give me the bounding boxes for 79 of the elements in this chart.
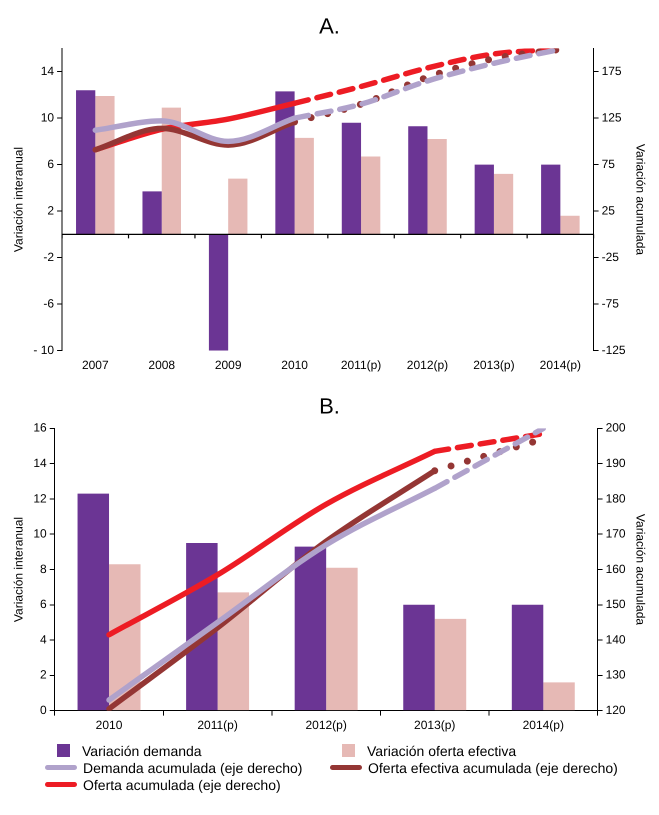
bar (228, 178, 248, 234)
legend-label: Oferta efectiva acumulada (eje derecho) (368, 760, 618, 776)
y2-tick-label: 180 (606, 491, 626, 506)
x-tick-label: 2007 (82, 358, 109, 372)
x-tick-label: 2012(p) (406, 358, 448, 372)
y2-tick-label: 150 (606, 597, 626, 612)
bar (95, 96, 115, 234)
x-tick-label: 2010 (281, 358, 308, 372)
legend-label: Demanda acumulada (eje derecho) (83, 760, 302, 776)
y2-tick-label: 160 (606, 562, 626, 576)
y2-tick-label: -75 (602, 296, 620, 310)
bar (543, 682, 575, 710)
x-tick-label: 2009 (214, 358, 242, 372)
bar (162, 108, 181, 234)
bar (361, 156, 380, 234)
y2-tick-label: 130 (606, 668, 626, 682)
y-tick-label: 4 (40, 632, 48, 646)
y2-tick-label: -25 (602, 250, 620, 264)
y2-tick-label: 200 (606, 420, 626, 435)
bar (142, 191, 162, 234)
bar (408, 126, 428, 234)
y2-tick-label: 140 (606, 632, 626, 646)
bar (403, 604, 435, 710)
legend-label: Variación demanda (82, 742, 202, 758)
x-tick-label: 2012(p) (305, 718, 347, 732)
y-tick-label: 14 (33, 456, 48, 470)
y-tick-label: 2 (47, 203, 54, 218)
bar (541, 164, 560, 234)
x-tick-label: 2010 (96, 718, 123, 732)
y2-tick-label: 125 (602, 110, 622, 124)
y-tick-label: 8 (40, 562, 48, 576)
x-tick-label: 2013(p) (473, 358, 515, 372)
y-tick-label: 6 (40, 597, 48, 612)
bar (294, 546, 326, 710)
y-tick-label: 10 (33, 526, 48, 541)
x-tick-label: 2014(p) (522, 718, 564, 732)
bar (208, 234, 228, 351)
bar (474, 164, 494, 234)
x-tick-label: 2013(p) (414, 718, 456, 732)
y2-tick-label: 175 (602, 64, 622, 78)
bar (342, 122, 362, 234)
y-tick-label: 16 (33, 420, 48, 435)
y-axis-title: Variación interanual (12, 146, 26, 252)
bar (218, 592, 250, 710)
y-axis-title: Variación interanual (12, 516, 26, 622)
legend-label: Oferta acumulada (eje derecho) (83, 776, 281, 792)
y2-tick-label: -125 (602, 342, 626, 357)
bar (326, 568, 358, 710)
bar (512, 604, 544, 710)
y-tick-label: 6 (47, 156, 54, 171)
y2-tick-label: 75 (602, 156, 616, 171)
y-tick-label: -6 (43, 296, 54, 310)
y2-tick-label: 25 (602, 203, 616, 218)
chart-title: A. (319, 13, 340, 38)
bar (427, 139, 447, 234)
y2-tick-label: 190 (606, 456, 626, 470)
x-tick-label: 2011(p) (340, 358, 382, 372)
y2-axis-title: Variación acumulada (633, 144, 648, 256)
y-tick-label: 14 (40, 64, 54, 78)
y-tick-label: 2 (40, 668, 48, 682)
legend-label: Variación oferta efectiva (367, 742, 516, 758)
bar (560, 216, 580, 234)
y2-tick-label: 170 (606, 526, 626, 541)
bar (78, 494, 110, 710)
y-tick-label: 10 (40, 110, 54, 124)
bar (294, 138, 314, 234)
bar (76, 90, 96, 234)
y-tick-label: 0 (40, 702, 48, 717)
x-tick-label: 2014(p) (540, 358, 582, 372)
y-tick-label: -2 (43, 250, 54, 264)
chart-title: B. (319, 393, 340, 418)
bar (434, 618, 466, 710)
y-tick-label: 12 (33, 491, 48, 506)
y-tick-label: - 10 (33, 342, 54, 357)
x-tick-label: 2008 (148, 358, 176, 372)
y2-axis-title: Variación acumulada (633, 514, 648, 626)
x-tick-label: 2011(p) (197, 718, 238, 732)
bar (494, 174, 514, 234)
y2-tick-label: 120 (606, 702, 626, 717)
